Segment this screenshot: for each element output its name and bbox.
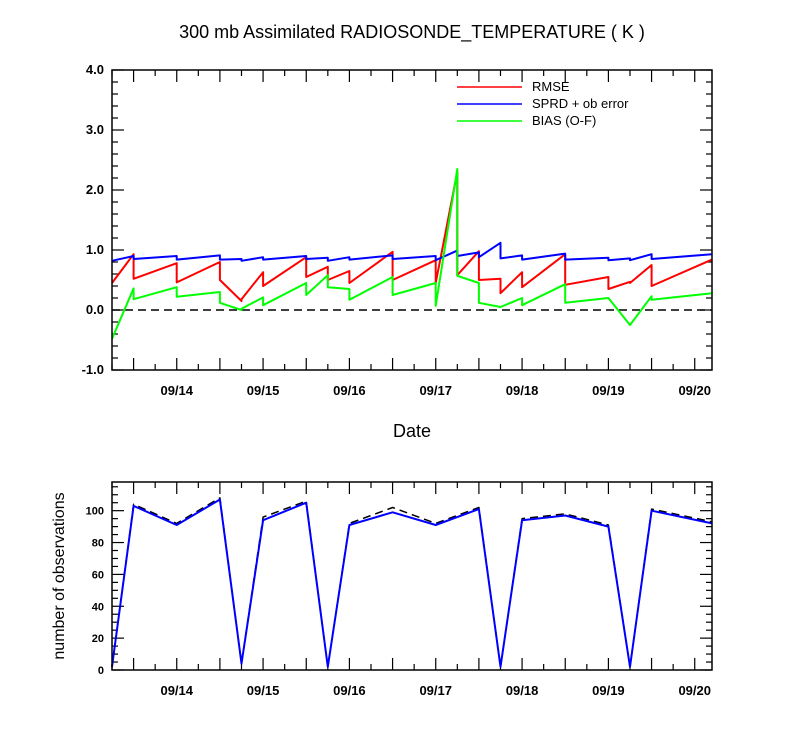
y-tick-label: -1.0 (82, 362, 104, 377)
x-tick-label: 09/19 (592, 683, 625, 698)
x-tick-label: 09/16 (333, 383, 366, 398)
x-axis-title: Date (393, 421, 431, 441)
y-tick-label: 0.0 (86, 302, 104, 317)
x-tick-label: 09/18 (506, 683, 539, 698)
x-tick-label: 09/15 (247, 383, 280, 398)
top-panel-tick-labels: 09/14 09/15 09/16 09/17 09/18 09/19 09/20 -1.0 0… (82, 62, 711, 398)
chart-legend: RMSE SPRD + ob error BIAS (O-F) (457, 79, 629, 128)
bottom-plot-frame (111, 481, 713, 671)
series-line-rmse (111, 171, 713, 302)
chart-title: 300 mb Assimilated RADIOSONDE_TEMPERATUR… (179, 22, 645, 43)
legend-label-bias: BIAS (O-F) (532, 113, 596, 128)
series-line-obs-possible (111, 497, 713, 668)
y-tick-label: 4.0 (86, 62, 104, 77)
x-tick-label: 09/14 (160, 383, 193, 398)
series-line-obs-used (111, 498, 713, 668)
y-tick-label: 60 (92, 569, 104, 581)
y-tick-label: 3.0 (86, 122, 104, 137)
x-tick-label: 09/17 (419, 683, 452, 698)
x-tick-label: 09/15 (247, 683, 280, 698)
top-panel-ticks (111, 69, 712, 371)
top-plot-frame (111, 69, 713, 371)
y-tick-label: 20 (92, 633, 104, 645)
y-tick-label: 0 (98, 665, 104, 677)
series-line-bias (111, 168, 713, 340)
legend-label-rmse: RMSE (532, 79, 570, 94)
y-tick-label: 80 (92, 538, 104, 550)
y-tick-label: 2.0 (86, 182, 104, 197)
x-tick-label: 09/20 (678, 383, 711, 398)
top-panel-series (111, 168, 713, 340)
y-tick-label: 40 (92, 601, 104, 613)
y-axis-title-bottom: number of observations (51, 492, 68, 659)
x-tick-label: 09/16 (333, 683, 366, 698)
x-tick-label: 09/17 (419, 383, 452, 398)
x-tick-label: 09/19 (592, 383, 625, 398)
x-tick-label: 09/20 (678, 683, 711, 698)
bottom-panel-tick-labels: 09/14 09/15 09/16 09/17 09/18 09/19 09/20 0 20 40… (86, 506, 711, 698)
series-line-sprd (111, 241, 713, 262)
x-tick-label: 09/18 (506, 383, 539, 398)
x-tick-label: 09/14 (160, 683, 193, 698)
bottom-panel-series (111, 497, 713, 668)
legend-label-sprd: SPRD + ob error (532, 96, 629, 111)
y-tick-label: 1.0 (86, 242, 104, 257)
y-tick-label: 100 (86, 506, 104, 518)
